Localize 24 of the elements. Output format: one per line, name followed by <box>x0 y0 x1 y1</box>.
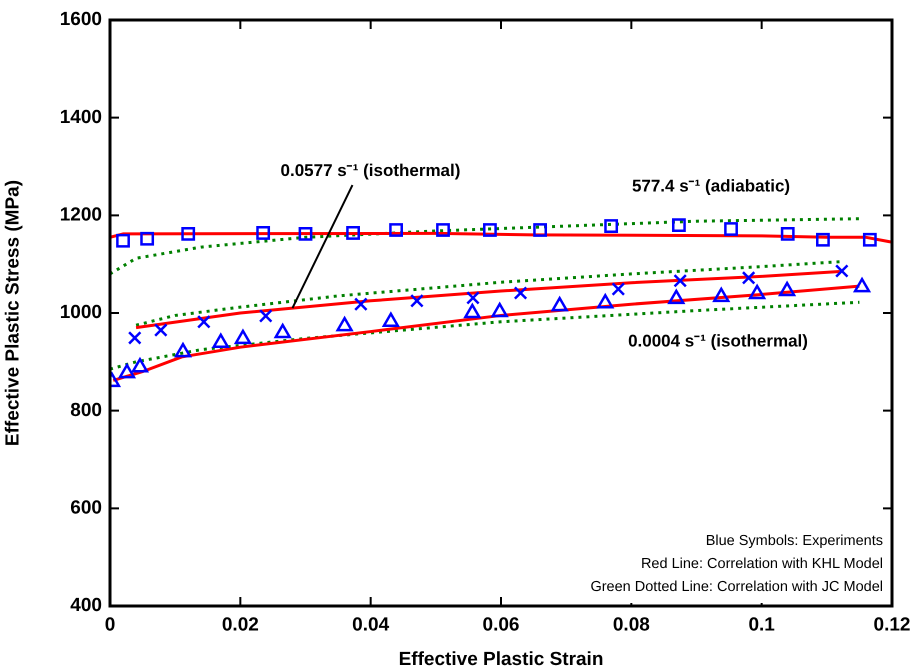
y-tick-label: 1600 <box>60 9 102 30</box>
y-tick-label: 1000 <box>60 302 102 324</box>
x-tick-label: 0.02 <box>222 614 259 636</box>
annotation: 0.0004 s⁻¹ (isothermal) <box>628 330 808 352</box>
annotation: Blue Symbols: Experiments <box>704 532 883 551</box>
x-tick-label: 0.04 <box>352 614 390 636</box>
annotation: Red Line: Correlation with KHL Model <box>640 555 883 574</box>
y-tick-label: 800 <box>70 400 102 421</box>
annotation: 0.0577 s⁻¹ (isothermal) <box>280 160 460 180</box>
line-series <box>110 217 861 276</box>
x-tick-label: 0.08 <box>612 614 650 636</box>
x-axis-title: Effective Plastic Strain <box>398 648 604 670</box>
y-tick-label: 1200 <box>60 204 102 226</box>
annotation: Green Dotted Line: Correlation with JC Model <box>590 578 883 597</box>
x-tick-label: 0.06 <box>482 614 520 636</box>
y-tick-label: 400 <box>70 595 102 616</box>
y-axis-title: Effective Plastic Stress (MPa) <box>2 180 24 446</box>
line-series <box>134 260 842 327</box>
y-tick-label: 1400 <box>60 106 102 128</box>
x-tick-label: 0.12 <box>874 614 910 636</box>
x-tick-label: 0.1 <box>748 614 776 636</box>
x-tick-label: 0 <box>104 614 116 636</box>
y-tick-label: 600 <box>70 498 102 519</box>
annotation: 577.4 s⁻¹ (adiabatic) <box>632 176 790 196</box>
